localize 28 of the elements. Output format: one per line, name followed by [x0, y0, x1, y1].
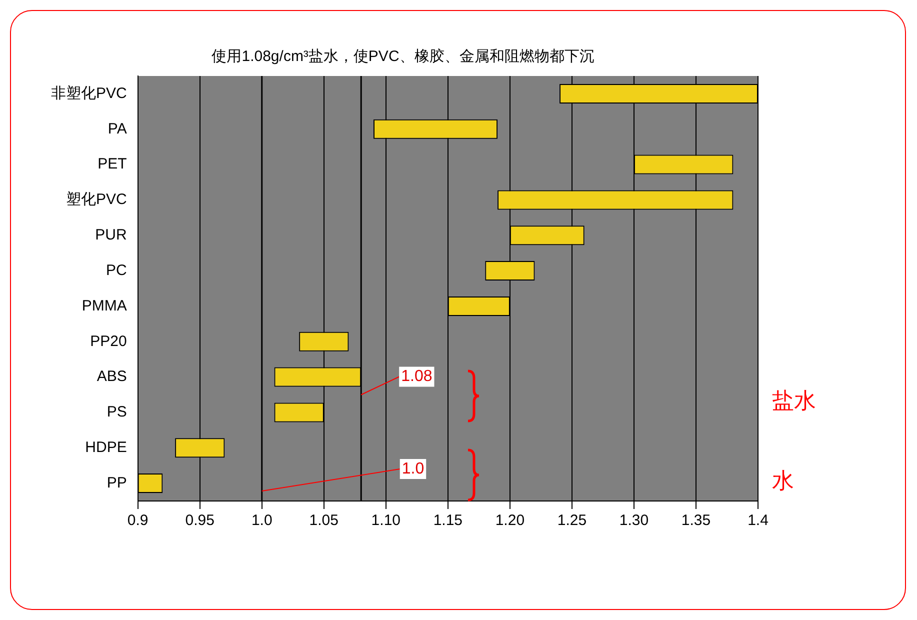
x-tick-label: 1.30 [619, 512, 649, 530]
y-tick-label: PMMA [82, 297, 127, 314]
x-tick-label: 1.10 [371, 512, 401, 530]
y-tick-label: PA [108, 120, 127, 138]
x-tick-label: 1.35 [681, 512, 711, 530]
ref-line-label: 1.08 [401, 368, 432, 386]
x-tick-label: 0.95 [185, 512, 214, 530]
y-tick-label: PUR [95, 226, 128, 244]
x-tick-label: 1.20 [495, 512, 525, 530]
x-tick-label: 1.15 [433, 512, 463, 530]
text: 水 [772, 467, 794, 495]
x-tick-label: 1.4 [748, 512, 768, 530]
y-tick-label: PP20 [90, 332, 127, 350]
y-tick-label: PS [106, 404, 127, 421]
x-tick-label: 1.05 [309, 512, 338, 530]
y-tick-label: PP [106, 474, 127, 492]
x-tick-label: 1.25 [557, 512, 587, 530]
ref-line-label: 1.0 [402, 460, 424, 478]
y-tick-label: ABS [96, 368, 127, 386]
chart-title: 使用1.08g/cm³盐水，使PVC、橡胶、金属和阻燃物都下沉 [212, 48, 594, 66]
y-tick-label: 非塑化PVC [51, 84, 128, 102]
y-tick-label: PC [106, 262, 128, 279]
y-tick-label: 塑化PVC [66, 191, 128, 208]
text: 盐水 [772, 387, 816, 415]
x-tick-label: 0.9 [127, 512, 148, 530]
y-tick-label: HDPE [85, 439, 127, 456]
y-tick-label: PET [98, 156, 127, 173]
x-tick-label: 1.0 [251, 512, 272, 530]
